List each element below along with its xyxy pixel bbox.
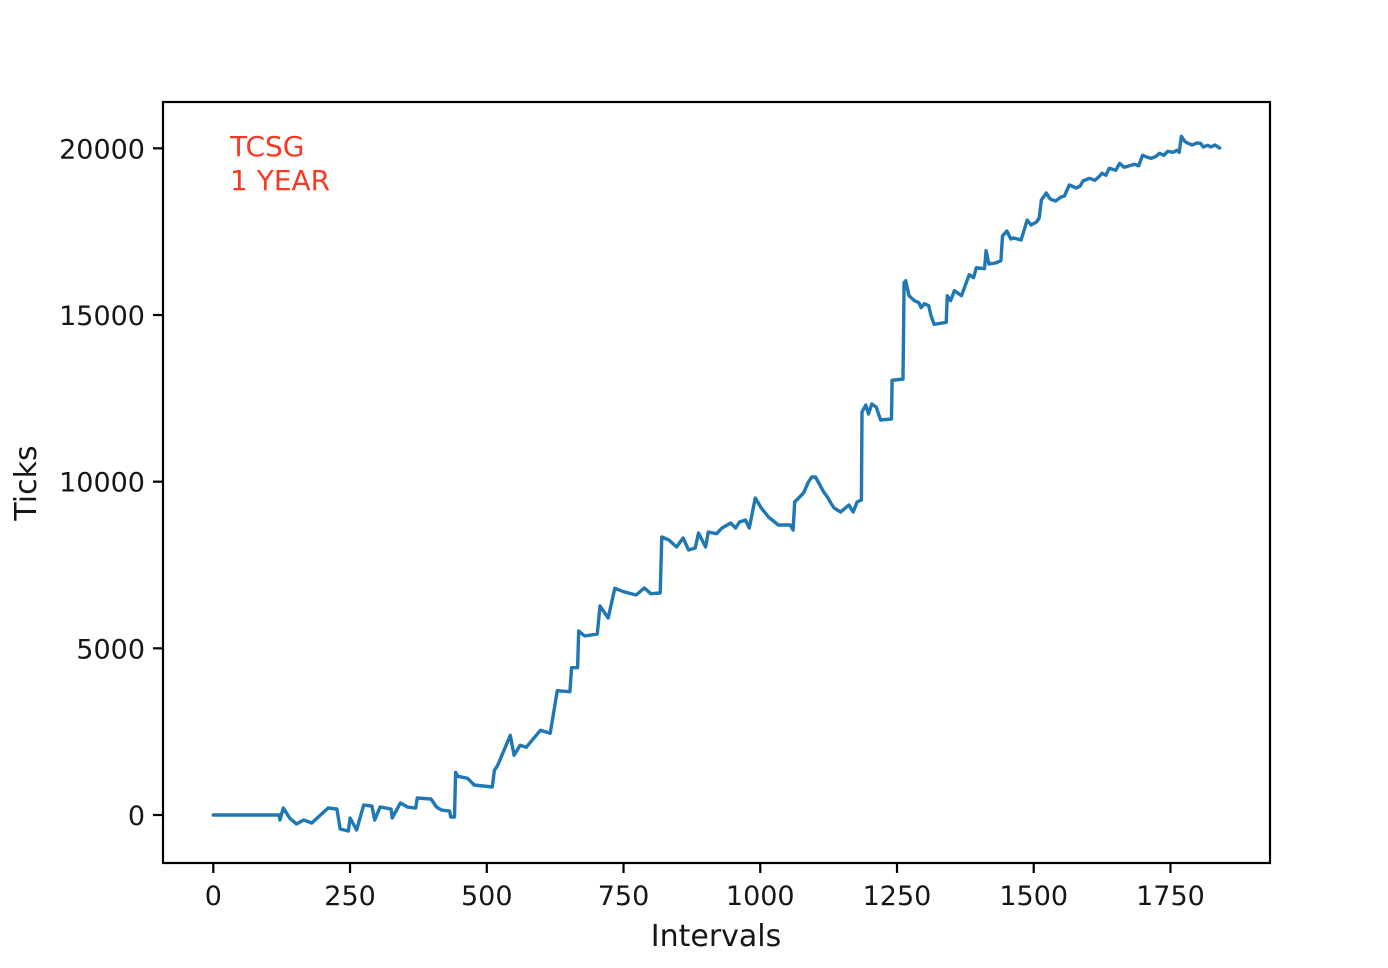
- annotation-ticker: TCSG: [229, 130, 304, 163]
- y-axis-ticks: 0 5000 10000 15000 20000: [59, 134, 163, 832]
- y-tick-label: 10000: [59, 468, 145, 499]
- x-tick-label: 0: [205, 881, 222, 912]
- x-tick-label: 1750: [1136, 881, 1205, 912]
- x-tick-label: 250: [324, 881, 376, 912]
- price-line: [211, 134, 1222, 833]
- annotation-period: 1 YEAR: [230, 164, 330, 197]
- x-tick-label: 750: [598, 881, 650, 912]
- x-axis-ticks: 0 250 500 750 1000 1250 1500 1750: [205, 863, 1205, 912]
- x-tick-label: 1250: [863, 881, 932, 912]
- x-tick-label: 500: [461, 881, 513, 912]
- x-tick-label: 1000: [726, 881, 795, 912]
- x-tick-label: 1500: [999, 881, 1068, 912]
- y-axis-label: Ticks: [9, 445, 44, 521]
- y-tick-label: 0: [128, 801, 145, 832]
- plot-area: [161, 100, 1272, 865]
- y-tick-label: 15000: [59, 301, 145, 332]
- x-axis-label: Intervals: [651, 919, 782, 954]
- y-tick-label: 5000: [76, 634, 145, 665]
- y-tick-label: 20000: [59, 134, 145, 165]
